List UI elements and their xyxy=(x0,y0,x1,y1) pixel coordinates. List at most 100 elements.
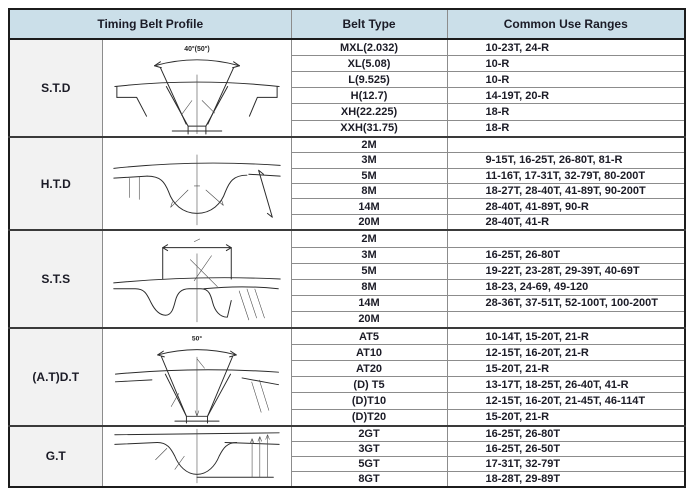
use-range-cell: 10-14T, 15-20T, 21-R xyxy=(446,327,686,346)
use-range-cell: 15-20T, 21-R xyxy=(446,360,686,378)
belt-type-cell: AT10 xyxy=(290,344,448,362)
use-range-cell xyxy=(446,229,686,248)
belt-type-cell: AT20 xyxy=(290,360,448,378)
table-header: Timing Belt Profile Belt Type Common Use… xyxy=(8,8,686,40)
use-range-cell xyxy=(446,135,686,154)
belt-type-cell: 5GT xyxy=(290,455,448,472)
belt-type-cell: MXL(2.032) xyxy=(290,38,448,57)
table-row: 14M 28-40T, 41-89T, 90-R xyxy=(9,198,686,215)
use-range-cell: 14-19T, 20-R xyxy=(446,87,686,105)
use-range-cell xyxy=(446,310,686,329)
atdt-angle-label: 50° xyxy=(192,334,202,342)
htd-profile-drawing xyxy=(113,154,281,225)
use-range-cell: 10-R xyxy=(446,71,686,89)
use-range-cell: 16-25T, 26-80T xyxy=(446,246,686,264)
belt-type-cell: XH(22.225) xyxy=(290,103,448,121)
table-row: 5M 11-16T, 17-31T, 32-79T, 80-200T xyxy=(9,167,686,185)
belt-type-cell: 8M xyxy=(290,278,448,296)
use-range-cell: 18-27T, 28-40T, 41-89T, 90-200T xyxy=(446,182,686,200)
use-range-cell: 16-25T, 26-50T xyxy=(446,440,686,457)
table-row: 5GT 17-31T, 32-79T xyxy=(9,455,686,472)
sts-profile-drawing xyxy=(113,238,281,323)
profile-drawing-cell-atdt: 50° xyxy=(101,327,292,427)
use-range-cell: 18-R xyxy=(446,119,686,138)
use-range-cell: 13-17T, 18-25T, 26-40T, 41-R xyxy=(446,376,686,394)
use-range-cell: 18-R xyxy=(446,103,686,121)
table-row: 3M 9-15T, 16-25T, 26-80T, 81-R xyxy=(9,152,686,169)
profile-drawing-cell-std: 40°(50°) xyxy=(101,38,292,138)
use-range-cell: 28-36T, 37-51T, 52-100T, 100-200T xyxy=(446,294,686,312)
use-range-cell: 12-15T, 16-20T, 21-45T, 46-114T xyxy=(446,392,686,410)
use-range-cell: 17-31T, 32-79T xyxy=(446,455,686,472)
belt-type-cell: 3M xyxy=(290,152,448,169)
table-row: AT10 12-15T, 16-20T, 21-R xyxy=(9,344,686,362)
profile-label-sts: S.T.S xyxy=(8,229,103,329)
gt-profile-drawing xyxy=(114,429,280,484)
use-range-cell: 10-23T, 24-R xyxy=(446,38,686,57)
atdt-profile-drawing: 50° xyxy=(114,334,279,424)
table-row: H(12.7) 14-19T, 20-R xyxy=(9,87,686,105)
belt-type-cell: 5M xyxy=(290,262,448,280)
use-range-cell: 19-22T, 23-28T, 29-39T, 40-69T xyxy=(446,262,686,280)
table-row: L(9.525) 10-R xyxy=(9,71,686,89)
table-row: 8GT 18-28T, 29-89T xyxy=(9,470,686,488)
table-row: H.T.D 2M xyxy=(8,135,686,231)
belt-type-cell: 3M xyxy=(290,246,448,264)
use-range-cell: 28-40T, 41-R xyxy=(446,213,686,231)
table-row: 5M 19-22T, 23-28T, 29-39T, 40-69T xyxy=(9,262,686,280)
belt-type-cell: 14M xyxy=(290,294,448,312)
use-range-cell: 18-28T, 29-89T xyxy=(446,470,686,488)
belt-type-cell: 5M xyxy=(290,167,448,185)
profile-label-std: S.T.D xyxy=(8,38,103,138)
use-range-cell: 11-16T, 17-31T, 32-79T, 80-200T xyxy=(446,167,686,185)
profile-drawing-cell-gt xyxy=(101,424,292,488)
header-common-use-ranges: Common Use Ranges xyxy=(446,8,686,40)
table-row: 20M xyxy=(9,310,686,329)
table-row: 14M 28-36T, 37-51T, 52-100T, 100-200T xyxy=(9,294,686,312)
belt-type-cell: (D) T5 xyxy=(290,376,448,394)
belt-type-cell: AT5 xyxy=(290,327,448,346)
belt-type-cell: 3GT xyxy=(290,440,448,457)
timing-belt-table: Timing Belt Profile Belt Type Common Use… xyxy=(8,8,687,488)
table-row: S.T.D 40°(50°) MXL(2.032) 10-23T, 24-R xyxy=(8,38,686,138)
belt-type-cell: XXH(31.75) xyxy=(290,119,448,138)
use-range-cell: 16-25T, 26-80T xyxy=(446,424,686,442)
std-profile-drawing: 40°(50°) xyxy=(114,45,280,135)
belt-type-cell: 8M xyxy=(290,182,448,200)
belt-type-cell: (D)T10 xyxy=(290,392,448,410)
belt-type-cell: 2GT xyxy=(290,424,448,442)
use-range-cell: 18-23, 24-69, 49-120 xyxy=(446,278,686,296)
table-row: 20M 28-40T, 41-R xyxy=(9,213,686,231)
belt-type-cell: (D)T20 xyxy=(290,408,448,427)
belt-type-cell: 2M xyxy=(290,135,448,154)
belt-type-cell: 20M xyxy=(290,213,448,231)
table-row: G.T 2GT 16-25T, 26-80T xyxy=(8,424,686,488)
table-row: S.T.S 2M xyxy=(8,229,686,329)
use-range-cell: 10-R xyxy=(446,55,686,73)
profile-drawing-cell-sts xyxy=(101,229,292,329)
belt-type-cell: L(9.525) xyxy=(290,71,448,89)
use-range-cell: 12-15T, 16-20T, 21-R xyxy=(446,344,686,362)
table-body: S.T.D 40°(50°) MXL(2.032) 10-23T, 24-R XL(… xyxy=(8,38,686,488)
table-row: XH(22.225) 18-R xyxy=(9,103,686,121)
table-row: (D) T5 13-17T, 18-25T, 26-40T, 41-R xyxy=(9,376,686,394)
profile-label-atdt: (A.T)D.T xyxy=(8,327,103,427)
table-row: 8M 18-23, 24-69, 49-120 xyxy=(9,278,686,296)
table-row: 8M 18-27T, 28-40T, 41-89T, 90-200T xyxy=(9,182,686,200)
profile-label-htd: H.T.D xyxy=(8,135,103,231)
table-row: AT20 15-20T, 21-R xyxy=(9,360,686,378)
table-row: (D)T10 12-15T, 16-20T, 21-45T, 46-114T xyxy=(9,392,686,410)
table-row: XXH(31.75) 18-R xyxy=(9,119,686,138)
table-row: XL(5.08) 10-R xyxy=(9,55,686,73)
use-range-cell: 9-15T, 16-25T, 26-80T, 81-R xyxy=(446,152,686,169)
header-timing-belt-profile: Timing Belt Profile xyxy=(8,8,292,40)
std-angle-label: 40°(50°) xyxy=(184,45,210,53)
belt-type-cell: 8GT xyxy=(290,470,448,488)
profile-label-gt: G.T xyxy=(8,424,103,488)
belt-type-cell: H(12.7) xyxy=(290,87,448,105)
use-range-cell: 28-40T, 41-89T, 90-R xyxy=(446,198,686,215)
header-row: Timing Belt Profile Belt Type Common Use… xyxy=(8,8,686,40)
header-belt-type: Belt Type xyxy=(290,8,448,40)
belt-type-cell: XL(5.08) xyxy=(290,55,448,73)
